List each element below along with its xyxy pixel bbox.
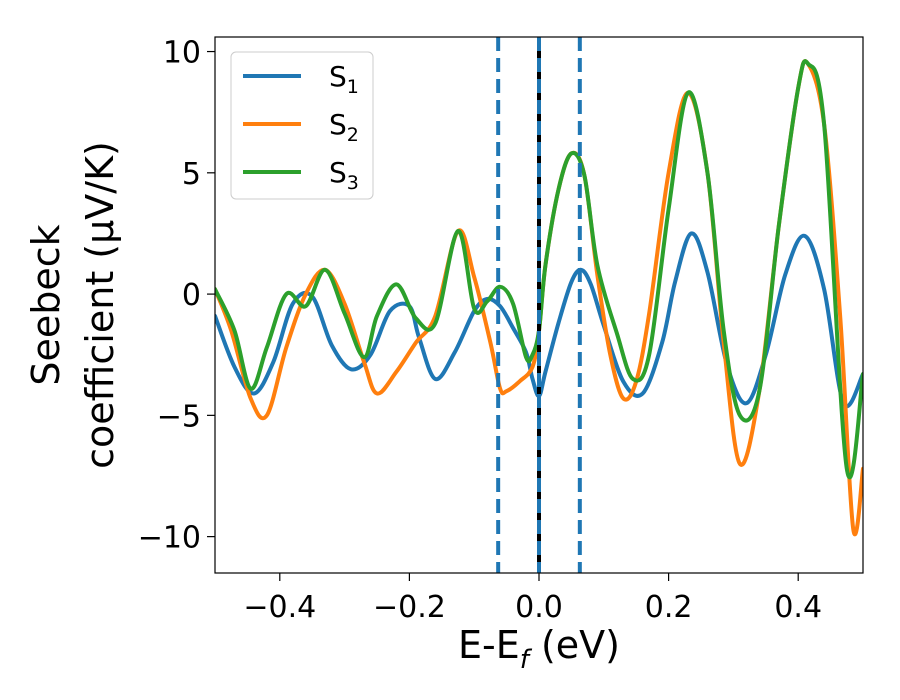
x-tick-label: 0.2 (645, 590, 693, 625)
series-line-s3 (215, 59, 863, 480)
y-axis-label-line2: coefficient (μV/K) (78, 141, 122, 469)
legend: S1 S2 S3 (230, 51, 374, 200)
y-axis-label: Seebeck coefficient (μV/K) (24, 141, 122, 469)
y-tick-label: −5 (157, 399, 201, 434)
x-axis-label: E-Ef (eV) (458, 623, 620, 675)
x-tick-label: −0.2 (373, 590, 446, 625)
legend-label-s1: S1 (329, 60, 359, 98)
y-tick-label: 0 (182, 278, 201, 313)
y-tick-label: 5 (182, 157, 201, 192)
x-tick-label: 0.4 (774, 590, 822, 625)
y-axis-label-line1: Seebeck (24, 224, 68, 385)
tick-layer: −0.4 −0.2 0.0 0.2 0.4 −10 −5 0 5 10 (138, 36, 822, 625)
y-tick-label: 10 (163, 36, 201, 71)
legend-box (230, 51, 374, 200)
legend-label-s3: S3 (329, 156, 359, 194)
y-tick-label: −10 (138, 521, 201, 556)
x-tick-label: 0.0 (515, 590, 563, 625)
legend-label-s2: S2 (329, 108, 359, 146)
x-tick-label: −0.4 (243, 590, 316, 625)
plot-data-layer (215, 37, 863, 573)
